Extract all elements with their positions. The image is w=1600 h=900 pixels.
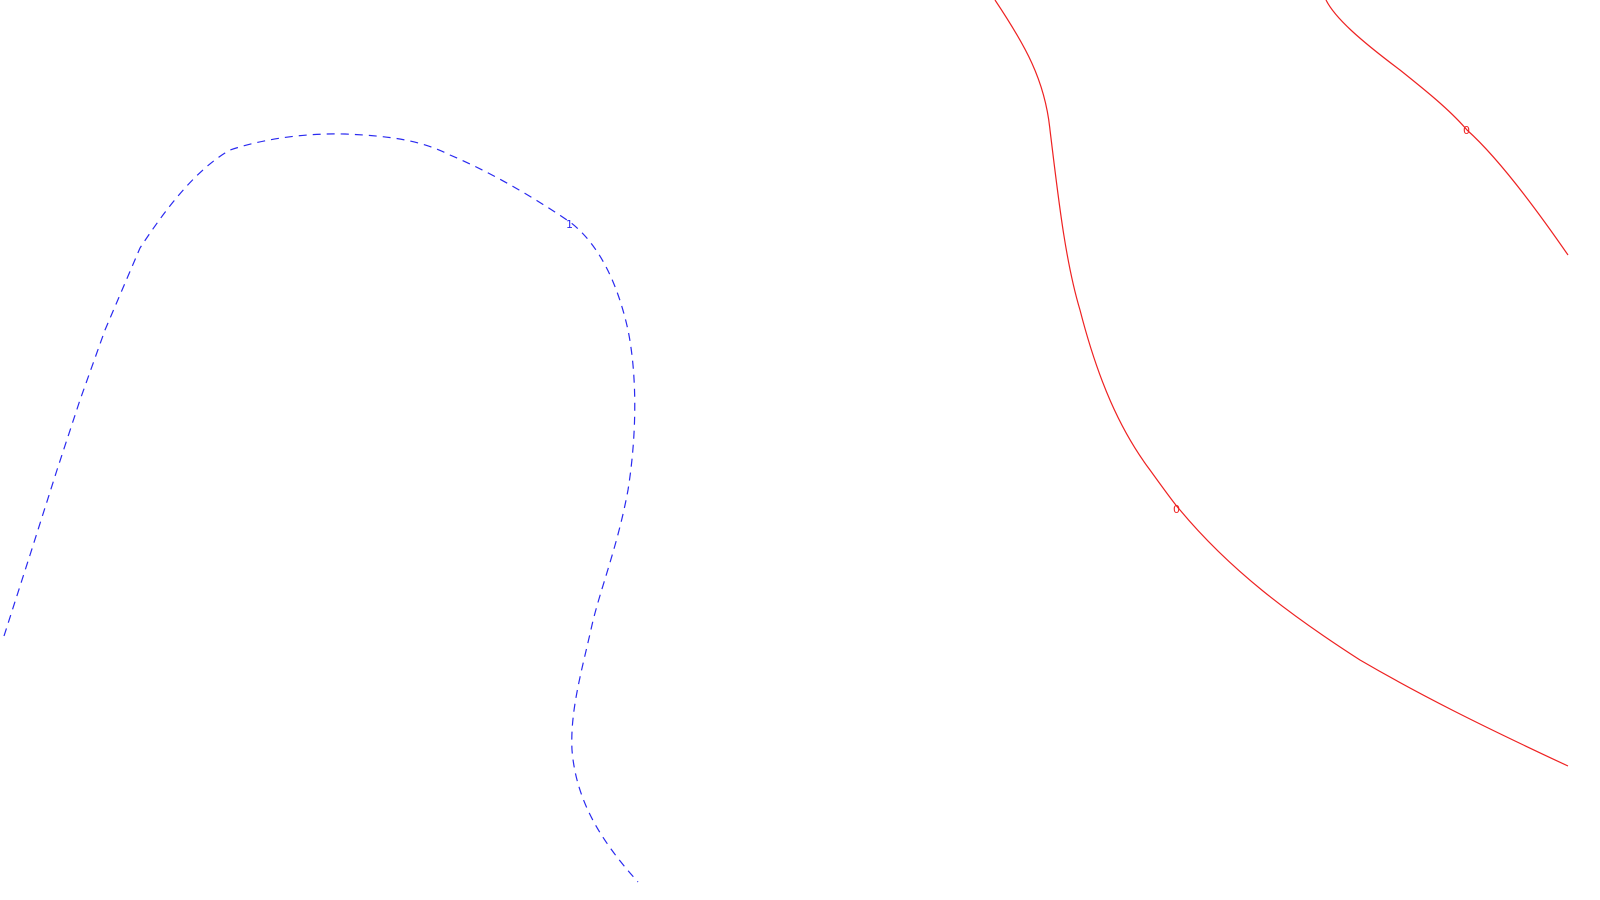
contour-label: 0 (1463, 124, 1470, 137)
contour-label: 0 (1173, 503, 1180, 516)
contour-label: 1 (566, 218, 573, 231)
contour-line-solid (1325, 0, 1569, 256)
contour-line-dashed (3, 133, 639, 883)
contour-line-solid (994, 0, 1569, 767)
